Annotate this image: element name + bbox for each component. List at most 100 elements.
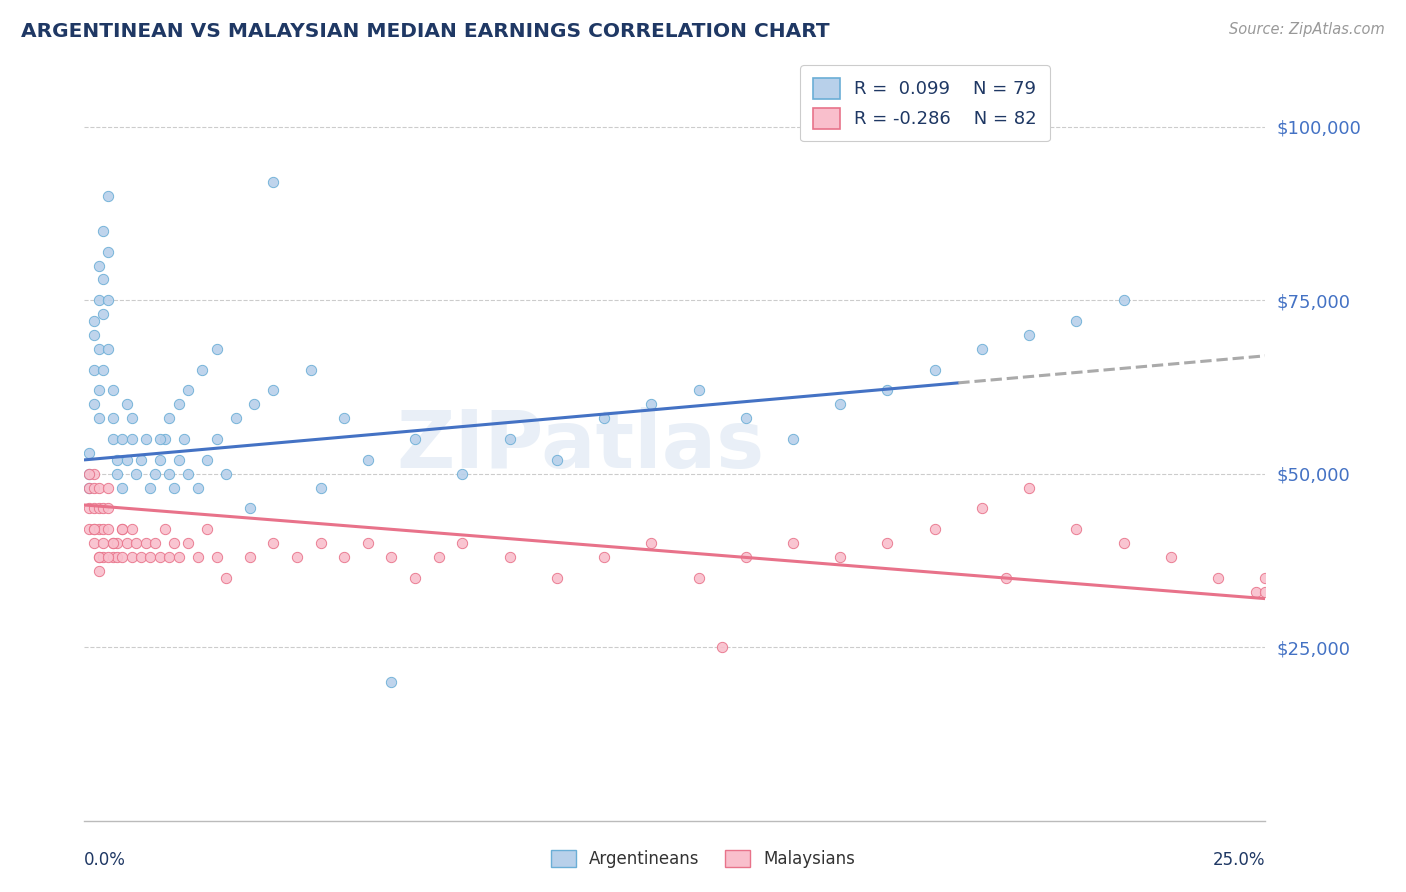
Point [135,432,157,446]
Point [1112,293,1135,308]
Point [87,342,110,356]
Point [87,549,110,564]
Point [546,453,568,467]
Point [111,481,134,495]
Point [97,244,120,259]
Point [380,549,402,564]
Legend: Argentineans, Malaysians: Argentineans, Malaysians [544,843,862,875]
Point [225,411,247,425]
Point [177,384,200,398]
Point [1160,549,1182,564]
Point [262,536,284,550]
Point [173,432,195,446]
Point [285,549,308,564]
Point [924,522,946,536]
Point [498,432,520,446]
Point [205,342,228,356]
Text: ARGENTINEAN VS MALAYSIAN MEDIAN EARNINGS CORRELATION CHART: ARGENTINEAN VS MALAYSIAN MEDIAN EARNINGS… [21,22,830,41]
Point [97,481,120,495]
Point [83,522,105,536]
Point [640,397,662,411]
Point [107,549,129,564]
Point [239,501,262,516]
Point [87,522,110,536]
Point [115,536,138,550]
Point [129,453,152,467]
Point [262,384,284,398]
Point [129,549,152,564]
Point [215,467,238,481]
Point [451,536,474,550]
Point [87,549,110,564]
Point [91,307,114,321]
Point [77,481,100,495]
Point [451,467,474,481]
Point [91,224,114,238]
Point [83,536,105,550]
Point [91,362,114,376]
Point [83,328,105,343]
Point [83,481,105,495]
Point [830,397,852,411]
Text: Source: ZipAtlas.com: Source: ZipAtlas.com [1229,22,1385,37]
Point [157,411,180,425]
Point [139,549,162,564]
Point [135,536,157,550]
Point [97,549,120,564]
Point [83,314,105,328]
Point [688,571,710,585]
Point [1254,571,1277,585]
Point [163,481,186,495]
Point [121,549,143,564]
Point [357,536,380,550]
Point [970,501,993,516]
Point [139,481,162,495]
Point [143,536,166,550]
Point [195,522,218,536]
Point [215,571,238,585]
Point [125,467,148,481]
Point [87,564,110,578]
Point [1244,584,1267,599]
Point [101,536,124,550]
Point [299,362,322,376]
Point [121,522,143,536]
Point [149,549,172,564]
Point [924,362,946,376]
Point [153,432,176,446]
Point [243,397,266,411]
Point [97,293,120,308]
Point [149,453,172,467]
Point [101,411,124,425]
Point [77,481,100,495]
Point [91,536,114,550]
Point [404,571,426,585]
Point [404,432,426,446]
Point [101,384,124,398]
Point [876,536,898,550]
Point [309,536,332,550]
Point [734,549,756,564]
Point [167,397,190,411]
Point [157,549,180,564]
Point [87,384,110,398]
Point [77,467,100,481]
Point [87,411,110,425]
Point [111,432,134,446]
Point [97,501,120,516]
Point [115,453,138,467]
Point [87,501,110,516]
Point [830,549,852,564]
Point [205,549,228,564]
Point [688,384,710,398]
Point [167,549,190,564]
Point [143,467,166,481]
Point [546,571,568,585]
Point [97,522,120,536]
Point [782,536,804,550]
Point [83,362,105,376]
Point [149,432,172,446]
Point [1112,536,1135,550]
Point [91,549,114,564]
Legend: R =  0.099    N = 79, R = -0.286    N = 82: R = 0.099 N = 79, R = -0.286 N = 82 [800,65,1050,142]
